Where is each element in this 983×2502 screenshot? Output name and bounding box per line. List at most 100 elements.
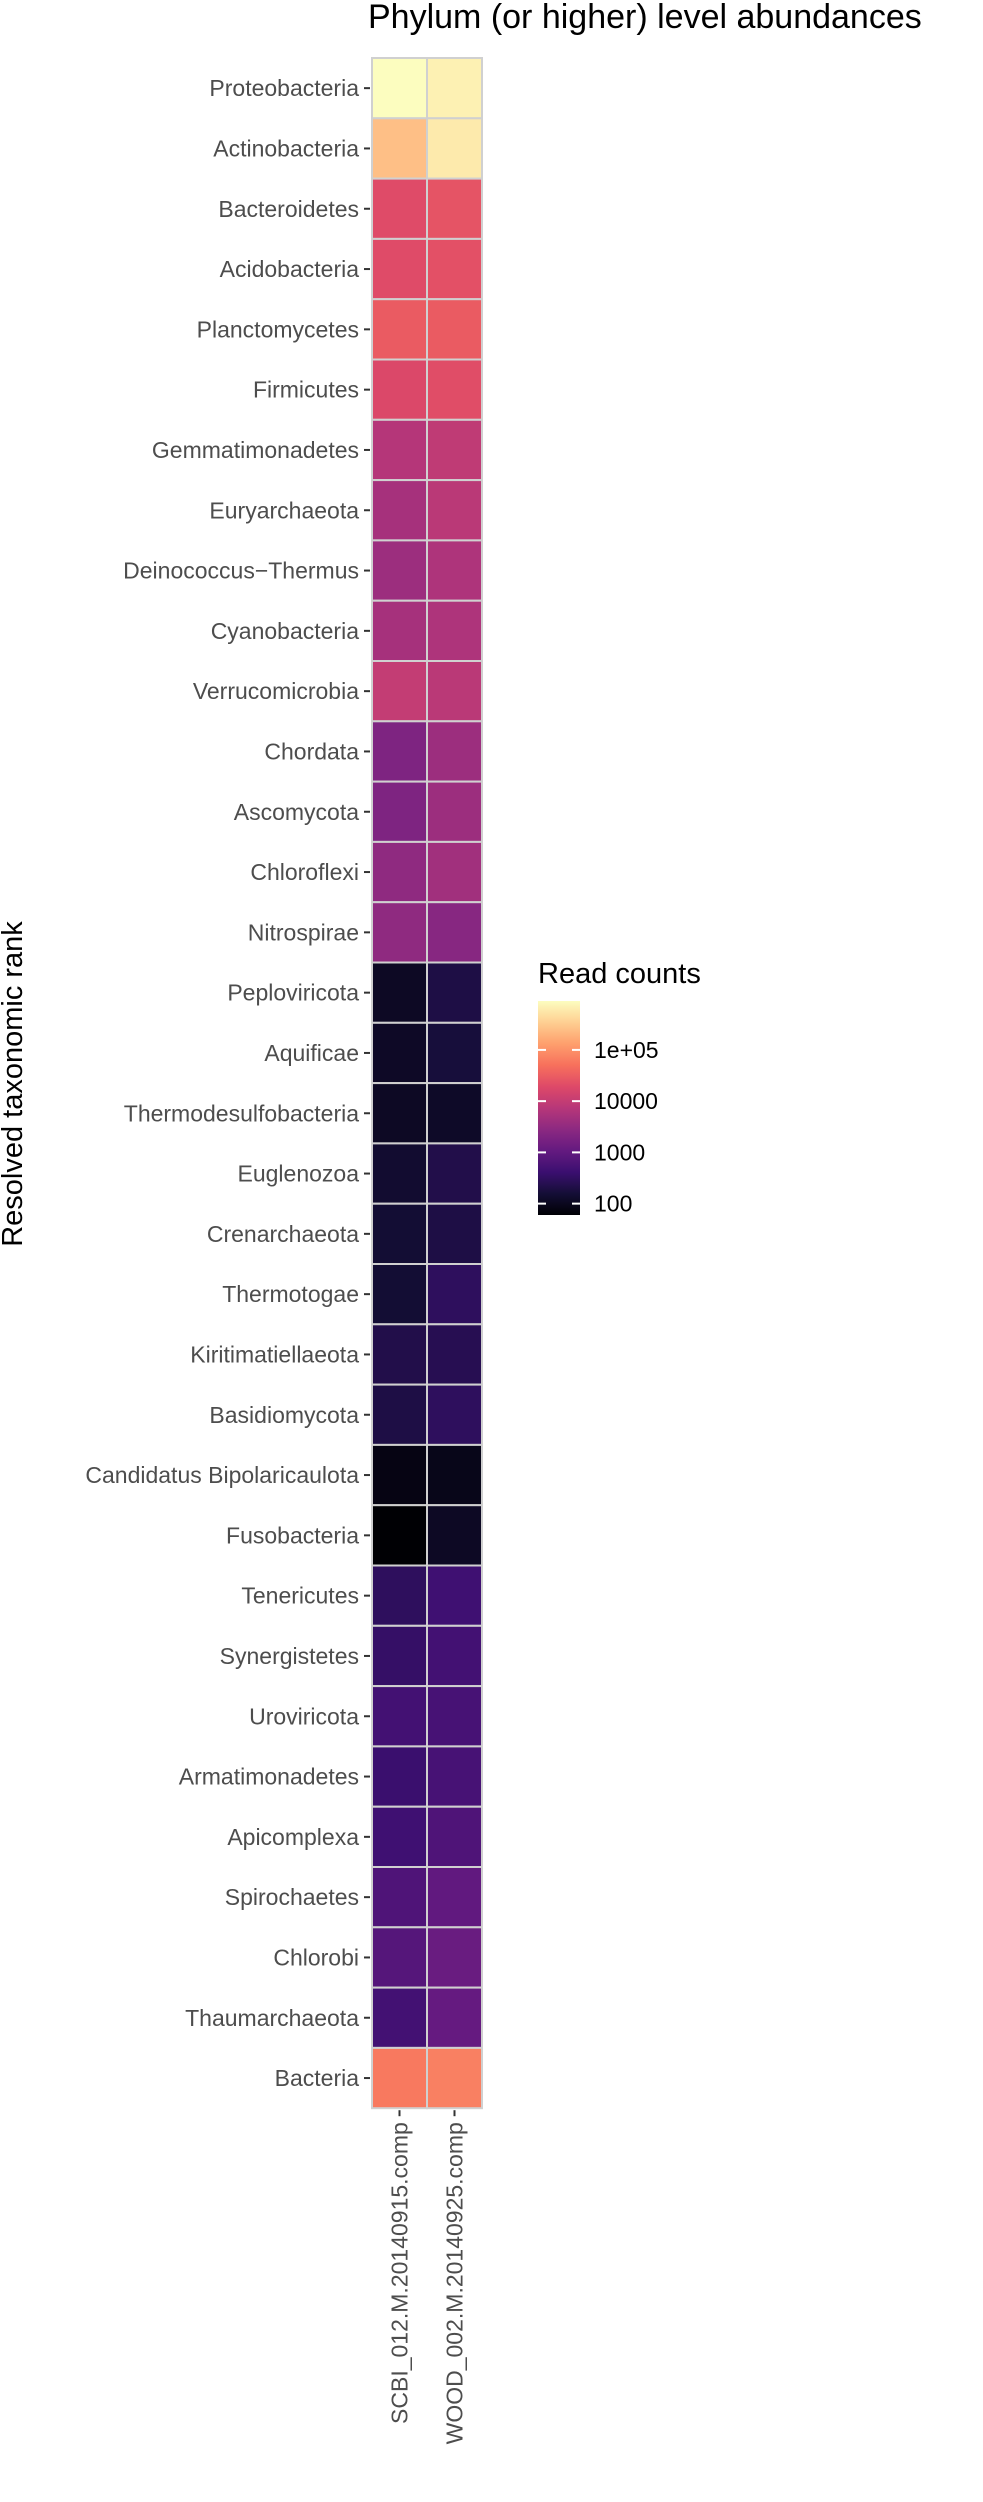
y-tick-label: Bacteria: [275, 2065, 360, 2091]
y-tick-label: Firmicutes: [253, 377, 359, 403]
heatmap-cell: [371, 1263, 428, 1326]
y-axis-title: Resolved taxonomic rank: [0, 921, 29, 1247]
heatmap-cell: [371, 1082, 428, 1145]
heatmap-cell: [426, 1685, 483, 1748]
heatmap-cell: [426, 358, 483, 421]
heatmap-cell: [371, 1443, 428, 1507]
y-tick-label: Bacteroidetes: [218, 196, 359, 222]
y-tick-label: Nitrospirae: [248, 919, 359, 945]
heatmap-cell: [426, 1082, 483, 1145]
heatmap-cell: [371, 780, 428, 843]
heatmap-cell: [426, 1142, 483, 1205]
x-tick-label: SCBI_012.M.20140915.comp: [387, 2122, 413, 2424]
legend: Read counts 100 1000 10000 1e+05: [538, 958, 701, 1217]
heatmap-cell: [371, 418, 428, 482]
x-axis-ticks: SCBI_012.M.20140915.comp WOOD_002.M.20140…: [387, 2110, 468, 2444]
x-tick-label: WOOD_002.M.20140925.comp: [442, 2122, 468, 2444]
heatmap-cell: [371, 660, 428, 723]
heatmap-cell: [371, 1624, 428, 1688]
heatmap-cell: [426, 961, 483, 1024]
heatmap-cell: [426, 1323, 483, 1386]
heatmap-cell: [426, 1263, 483, 1326]
y-tick-label: Proteobacteria: [209, 75, 359, 101]
heatmap-cell: [371, 298, 428, 361]
heatmap-cell: [426, 237, 483, 301]
heatmap-cell: [426, 1986, 483, 2049]
heatmap-cell: [426, 57, 483, 120]
y-tick-label: Kiritimatiellaeota: [190, 1341, 359, 1367]
heatmap-cell: [371, 539, 428, 602]
heatmap-cell: [371, 1926, 428, 1989]
heatmap-cell: [426, 1504, 483, 1567]
heatmap-cell: [371, 1805, 428, 1868]
heatmap-cell: [426, 2046, 483, 2110]
legend-tick-label: 100: [594, 1191, 632, 1217]
heatmap-cell: [426, 1624, 483, 1688]
legend-tick-label: 10000: [594, 1088, 658, 1114]
heatmap-cell: [426, 479, 483, 542]
y-tick-label: Chloroflexi: [250, 859, 359, 885]
heatmap-cell: [426, 660, 483, 723]
heatmap-cell: [426, 1021, 483, 1085]
y-tick-label: Cyanobacteria: [211, 618, 360, 644]
y-tick-label: Chlorobi: [273, 1944, 359, 1970]
heatmap-cell: [426, 1745, 483, 1808]
heatmap-cell: [426, 1202, 483, 1265]
heatmap-cell: [371, 1745, 428, 1808]
y-tick-label: Basidiomycota: [209, 1402, 359, 1428]
heatmap-cell: [371, 57, 428, 120]
heatmap-cell: [426, 298, 483, 361]
y-tick-label: Tenericutes: [241, 1583, 359, 1609]
heatmap-cell: [371, 1142, 428, 1205]
heatmap-cell: [426, 780, 483, 843]
y-tick-label: Thermodesulfobacteria: [124, 1100, 359, 1126]
heatmap-cells: [371, 57, 483, 2110]
heatmap-cell: [426, 539, 483, 602]
y-axis-ticks: Proteobacteria Actinobacteria Bacteroidete…: [85, 75, 370, 2091]
heatmap-cell: [371, 1383, 428, 1446]
heatmap-cell: [371, 358, 428, 421]
y-tick-label: Candidatus Bipolaricaulota: [85, 1462, 359, 1488]
heatmap-cell: [371, 1866, 428, 1929]
y-tick-label: Aquificae: [264, 1040, 359, 1066]
heatmap-cell: [371, 1021, 428, 1085]
y-tick-label: Thermotogae: [222, 1281, 359, 1307]
heatmap-cell: [426, 599, 483, 663]
legend-tick-label: 1000: [594, 1139, 645, 1165]
heatmap-cell: [426, 1866, 483, 1929]
y-tick-label: Spirochaetes: [225, 1884, 359, 1910]
y-tick-label: Euglenozoa: [238, 1161, 360, 1187]
heatmap-cell: [371, 1504, 428, 1567]
heatmap-cell: [426, 418, 483, 482]
legend-tick-label: 1e+05: [594, 1037, 659, 1063]
y-tick-label: Synergistetes: [220, 1643, 359, 1669]
y-tick-label: Deinococcus−Thermus: [123, 558, 359, 584]
heatmap-cell: [371, 117, 428, 180]
heatmap-cell: [371, 1564, 428, 1627]
heatmap-cell: [426, 117, 483, 180]
heatmap-cell: [371, 901, 428, 964]
legend-colorbar: [538, 1001, 580, 1215]
heatmap-cell: [371, 1685, 428, 1748]
heatmap-cell: [371, 2046, 428, 2110]
y-tick-label: Peploviricota: [227, 980, 359, 1006]
heatmap-cell: [371, 1323, 428, 1386]
legend-title: Read counts: [538, 958, 701, 990]
heatmap-cell: [426, 1805, 483, 1868]
heatmap-cell: [371, 177, 428, 240]
heatmap-cell: [371, 479, 428, 542]
y-tick-label: Armatimonadetes: [179, 1764, 359, 1790]
heatmap-cell: [371, 1202, 428, 1265]
y-tick-label: Euryarchaeota: [209, 497, 359, 523]
chart-title: Phylum (or higher) level abundances: [368, 0, 922, 36]
y-tick-label: Uroviricota: [249, 1703, 359, 1729]
heatmap-cell: [426, 1564, 483, 1627]
y-tick-label: Verrucomicrobia: [193, 678, 359, 704]
y-tick-label: Apicomplexa: [227, 1824, 359, 1850]
y-tick-label: Thaumarchaeota: [185, 2005, 359, 2031]
y-tick-label: Planctomycetes: [197, 316, 359, 342]
y-tick-label: Crenarchaeota: [207, 1221, 359, 1247]
heatmap-cell: [371, 840, 428, 904]
